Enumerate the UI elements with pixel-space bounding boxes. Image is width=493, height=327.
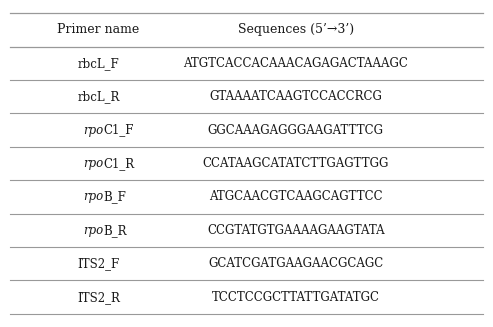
- Text: B_R: B_R: [104, 224, 127, 237]
- Text: GGCAAAGAGGGAAGATTTCG: GGCAAAGAGGGAAGATTTCG: [208, 124, 384, 137]
- Text: rpo: rpo: [83, 224, 104, 237]
- Text: ATGCAACGTCAAGCAGTTCC: ATGCAACGTCAAGCAGTTCC: [209, 190, 383, 203]
- Text: CCATAAGCATATCTTGAGTTGG: CCATAAGCATATCTTGAGTTGG: [203, 157, 389, 170]
- Text: ITS2_R: ITS2_R: [77, 291, 120, 304]
- Text: TCCTCCGCTTATTGATATGC: TCCTCCGCTTATTGATATGC: [212, 291, 380, 304]
- Text: B_F: B_F: [104, 190, 126, 203]
- Text: ITS2_F: ITS2_F: [77, 257, 120, 270]
- Text: rpo: rpo: [83, 190, 104, 203]
- Text: rpo: rpo: [83, 157, 104, 170]
- Text: GTAAAATCAAGTCCACCRCG: GTAAAATCAAGTCCACCRCG: [210, 90, 382, 103]
- Text: C1_F: C1_F: [104, 124, 134, 137]
- Text: CCGTATGTGAAAAGAAGTATA: CCGTATGTGAAAAGAAGTATA: [207, 224, 385, 237]
- Text: rbcL_F: rbcL_F: [78, 57, 119, 70]
- Text: C1_R: C1_R: [104, 157, 135, 170]
- Text: ATGTCACCACAAACAGAGACTAAAGC: ATGTCACCACAAACAGAGACTAAAGC: [183, 57, 408, 70]
- Text: rbcL_R: rbcL_R: [77, 90, 120, 103]
- Text: rpo: rpo: [83, 124, 104, 137]
- Text: Sequences (5’→3’): Sequences (5’→3’): [238, 23, 354, 36]
- Text: GCATCGATGAAGAACGCAGC: GCATCGATGAAGAACGCAGC: [208, 257, 384, 270]
- Text: Primer name: Primer name: [58, 23, 140, 36]
